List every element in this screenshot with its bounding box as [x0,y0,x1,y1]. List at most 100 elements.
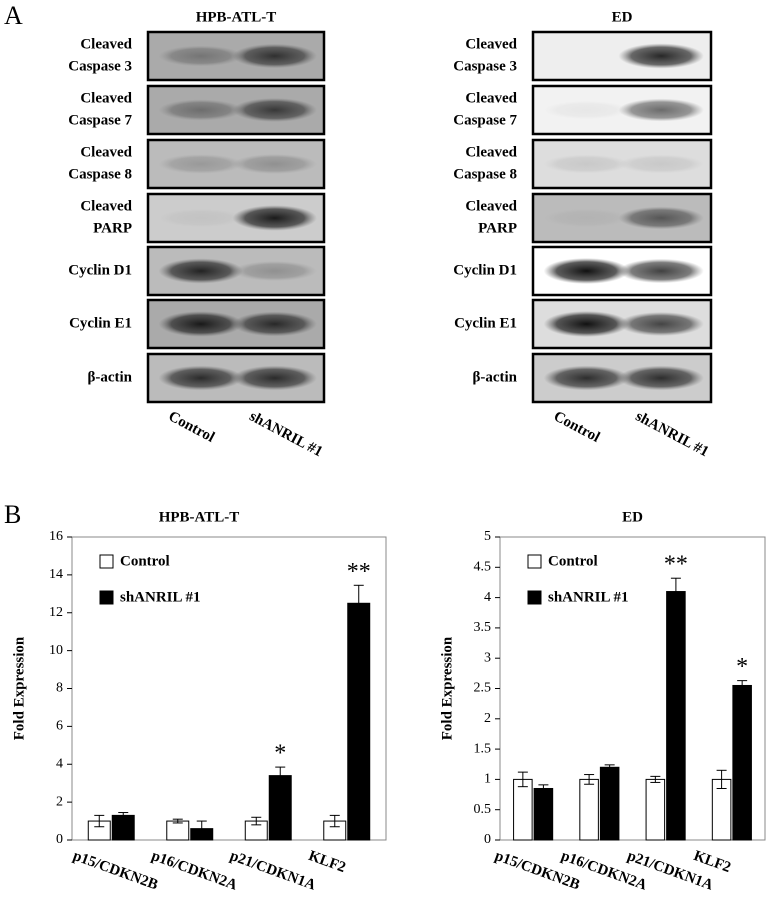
chart-title: HPB-ATL-T [159,509,240,525]
band [232,98,317,122]
row-label: Cyclin E1 [454,315,517,331]
band [618,43,704,69]
panel-label: B [4,500,21,529]
bar [268,775,292,841]
bar [533,787,554,841]
blot-title: ED [612,9,633,25]
band [158,45,244,67]
band [158,365,244,391]
band [618,365,704,391]
y-tick-label: 6 [56,719,63,734]
band [232,43,317,69]
row-label: Caspase 8 [68,166,132,182]
error-bar [172,818,183,824]
row-label: Cleaved [80,198,132,214]
row-label: Cleaved [80,36,132,52]
y-tick-label: 5 [484,529,491,544]
y-tick-label: 0 [56,832,63,847]
error-bar [604,764,615,771]
bar [645,778,666,841]
band [543,154,630,174]
row-label: Cyclin D1 [68,262,132,278]
row-label: Cyclin D1 [453,262,517,278]
row-label: PARP [93,220,132,236]
band [158,258,244,284]
band [543,208,630,228]
band [232,311,317,337]
error-bar [118,812,129,819]
legend-swatch [527,590,542,605]
row-label: Caspase 3 [68,58,132,74]
y-tick-label: 1.5 [474,741,492,756]
error-bar [584,774,595,785]
x-tick-label: p15/CDKN2B [71,848,160,894]
error-bar [329,814,340,828]
legend-swatch [527,554,542,569]
y-tick-label: 1 [484,772,491,787]
lane-label: Control [166,408,217,445]
bar [599,766,620,841]
row-label: Caspase 7 [68,112,132,128]
legend-swatch [99,554,114,569]
y-tick-label: 0.5 [474,802,492,817]
error-bar [538,784,549,793]
y-tick-label: 14 [49,567,63,582]
legend-label: Control [548,553,598,569]
y-tick-label: 12 [49,605,63,620]
y-axis-label: Fold Expression [11,636,27,740]
x-tick-label: p16/CDKN2A [149,848,239,894]
row-label: β-actin [472,369,517,385]
blot-title: HPB-ATL-T [196,9,277,25]
band [618,312,704,336]
bar [666,591,686,841]
legend-label: shANRIL #1 [120,589,200,605]
band [232,154,317,174]
band [618,258,704,284]
row-label: Cleaved [80,90,132,106]
band [232,261,317,281]
significance: * [274,741,286,767]
band [158,99,244,121]
y-tick-label: 16 [49,529,63,544]
band [618,206,704,230]
y-tick-label: 3.5 [474,620,492,635]
y-tick-label: 2 [56,794,63,809]
error-bar [196,820,207,837]
row-label: Caspase 7 [453,112,517,128]
y-tick-label: 2.5 [474,681,492,696]
error-bar [650,775,661,783]
error-bar [275,766,286,785]
y-tick-label: 8 [56,681,63,696]
lane-label: shANRIL #1 [633,408,712,460]
significance: ** [664,552,688,578]
error-bar [251,816,262,826]
band [232,205,317,231]
x-tick-label: p21/CDKN1A [228,848,318,894]
y-tick-label: 2 [484,711,491,726]
band [618,154,704,174]
band [158,154,244,174]
band [543,100,630,120]
row-label: PARP [478,220,517,236]
bar [347,602,371,841]
lane-label: shANRIL #1 [247,408,326,460]
bar [166,820,190,841]
bar [111,814,135,841]
legend-label: Control [120,553,170,569]
y-tick-label: 10 [49,643,63,658]
row-label: Caspase 3 [453,58,517,74]
bar [579,778,599,841]
error-bar [353,584,364,622]
y-tick-label: 3 [484,650,491,665]
significance: * [736,654,748,680]
row-label: Cleaved [465,36,517,52]
significance: ** [347,559,371,585]
row-label: Caspase 8 [453,166,517,182]
band [543,258,630,284]
error-bar [670,577,681,606]
plot-frame [71,536,387,841]
y-tick-label: 4 [56,756,63,771]
row-label: Cleaved [465,198,517,214]
band [158,311,244,337]
